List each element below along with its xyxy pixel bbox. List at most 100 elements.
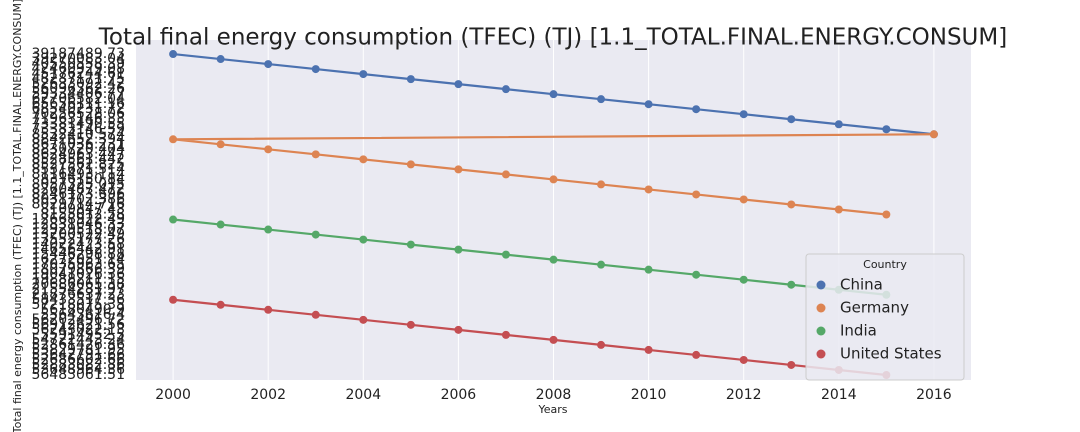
y-tick-label: 12929518.07	[31, 222, 125, 238]
data-point	[834, 205, 843, 214]
x-tick-label: 2004	[345, 387, 381, 403]
y-tick-label: 19888211.15	[31, 272, 125, 288]
y-tick-label: 8260487.472	[31, 181, 125, 197]
data-point	[169, 135, 178, 144]
data-point	[787, 280, 796, 289]
y-tick-label: 65656111.16	[31, 96, 125, 112]
data-point	[644, 100, 653, 109]
data-point	[644, 185, 653, 194]
y-tick-label: 12668922.49	[31, 212, 125, 228]
data-point	[359, 70, 368, 79]
x-tick-label: 2006	[441, 387, 477, 403]
y-tick-label: 56483061.51	[31, 367, 125, 383]
legend-label: China	[840, 276, 883, 294]
data-point	[311, 230, 320, 239]
y-tick-label: 52633092.42	[31, 76, 125, 92]
data-point	[549, 90, 558, 99]
y-tick-label: 62706582.04	[31, 91, 125, 107]
x-tick-label: 2002	[250, 387, 286, 403]
data-point	[169, 215, 178, 224]
y-tick-label: 8671036.231	[31, 136, 125, 152]
data-point	[311, 65, 320, 74]
y-tick-label: 8830720.404	[31, 141, 125, 157]
legend-swatch	[816, 326, 826, 336]
data-point	[406, 320, 415, 329]
data-point	[454, 165, 463, 174]
y-tick-label: 16272051.14	[31, 252, 125, 268]
y-tick-label: 39187489.73	[31, 46, 125, 62]
y-tick-label: 19041026.36	[31, 267, 125, 283]
legend-swatch	[816, 280, 826, 290]
data-point	[882, 125, 891, 134]
y-tick-label: 70256528.06	[31, 106, 125, 122]
y-tick-label: 18079866.39	[31, 262, 125, 278]
y-tick-label: 21554281.97	[31, 282, 125, 298]
data-point	[787, 200, 796, 209]
data-point	[644, 345, 653, 354]
y-tick-label: 73383146.59	[31, 121, 125, 137]
y-tick-label: 56243022.13	[31, 322, 125, 338]
data-point	[169, 295, 178, 304]
y-tick-label: 52861426.36	[31, 337, 125, 353]
data-point	[169, 50, 178, 59]
y-tick-label: 8528561.442	[31, 151, 125, 167]
series-line	[172, 218, 887, 296]
data-point	[454, 325, 463, 334]
y-tick-label: 55914952.5	[40, 327, 125, 343]
y-tick-label: 12831046.33	[31, 217, 125, 233]
y-tick-label: 8246173.696	[31, 186, 125, 202]
data-point	[692, 105, 701, 114]
data-point	[929, 130, 938, 139]
x-tick-label: 2000	[155, 387, 191, 403]
legend-label: United States	[840, 345, 942, 363]
data-point	[216, 140, 225, 149]
y-tick-label: 8527562.825	[31, 156, 125, 172]
x-tick-label: 2008	[536, 387, 572, 403]
data-point	[787, 360, 796, 369]
chart-title: Total final energy consumption (TFEC) (T…	[98, 25, 1007, 51]
y-tick-label: 52883082.86	[31, 357, 125, 373]
y-tick-label: 8624963.447	[31, 146, 125, 162]
y-tick-label: 40550558.39	[31, 56, 125, 72]
y-tick-label: 71963146.33	[31, 111, 125, 127]
legend-box	[805, 253, 965, 381]
x-tick-label: 2016	[916, 387, 952, 403]
data-point	[454, 80, 463, 89]
y-tick-label: 56912621.56	[31, 317, 125, 333]
legend-title: Country	[863, 258, 907, 271]
y-tick-label: 68540231.72	[31, 101, 125, 117]
data-point	[359, 315, 368, 324]
data-point	[311, 150, 320, 159]
data-point	[739, 110, 748, 119]
data-point	[264, 305, 273, 314]
data-point	[454, 245, 463, 254]
y-tick-label: 56096362.26	[31, 81, 125, 97]
data-point	[597, 95, 606, 104]
x-tick-label: 2010	[631, 387, 667, 403]
y-tick-label: 59334406.77	[31, 86, 125, 102]
y-tick-label: 8116493.114	[31, 166, 125, 182]
data-point	[359, 235, 368, 244]
y-tick-label: 14022423.58	[31, 237, 125, 253]
data-point	[264, 60, 273, 69]
y-tick-label: 8109847.43	[40, 201, 125, 217]
y-tick-label: 8316150.84	[40, 171, 125, 187]
y-tick-label: 13552177.26	[31, 232, 125, 248]
data-point	[882, 210, 891, 219]
data-point	[406, 160, 415, 169]
data-point	[216, 220, 225, 229]
legend-label: India	[840, 322, 877, 340]
y-tick-label: 52686602.66	[31, 352, 125, 368]
data-point	[739, 275, 748, 284]
y-tick-label: 17035963.65	[31, 257, 125, 273]
data-point	[549, 335, 558, 344]
y-tick-label: 8155012.58	[40, 207, 125, 223]
data-point	[692, 270, 701, 279]
y-tick-label: 53648964.36	[31, 362, 125, 378]
data-point	[692, 350, 701, 359]
data-point	[311, 310, 320, 319]
y-tick-label: 45176244.61	[31, 66, 125, 82]
data-point	[501, 170, 510, 179]
y-tick-label: 58433517.36	[31, 292, 125, 308]
